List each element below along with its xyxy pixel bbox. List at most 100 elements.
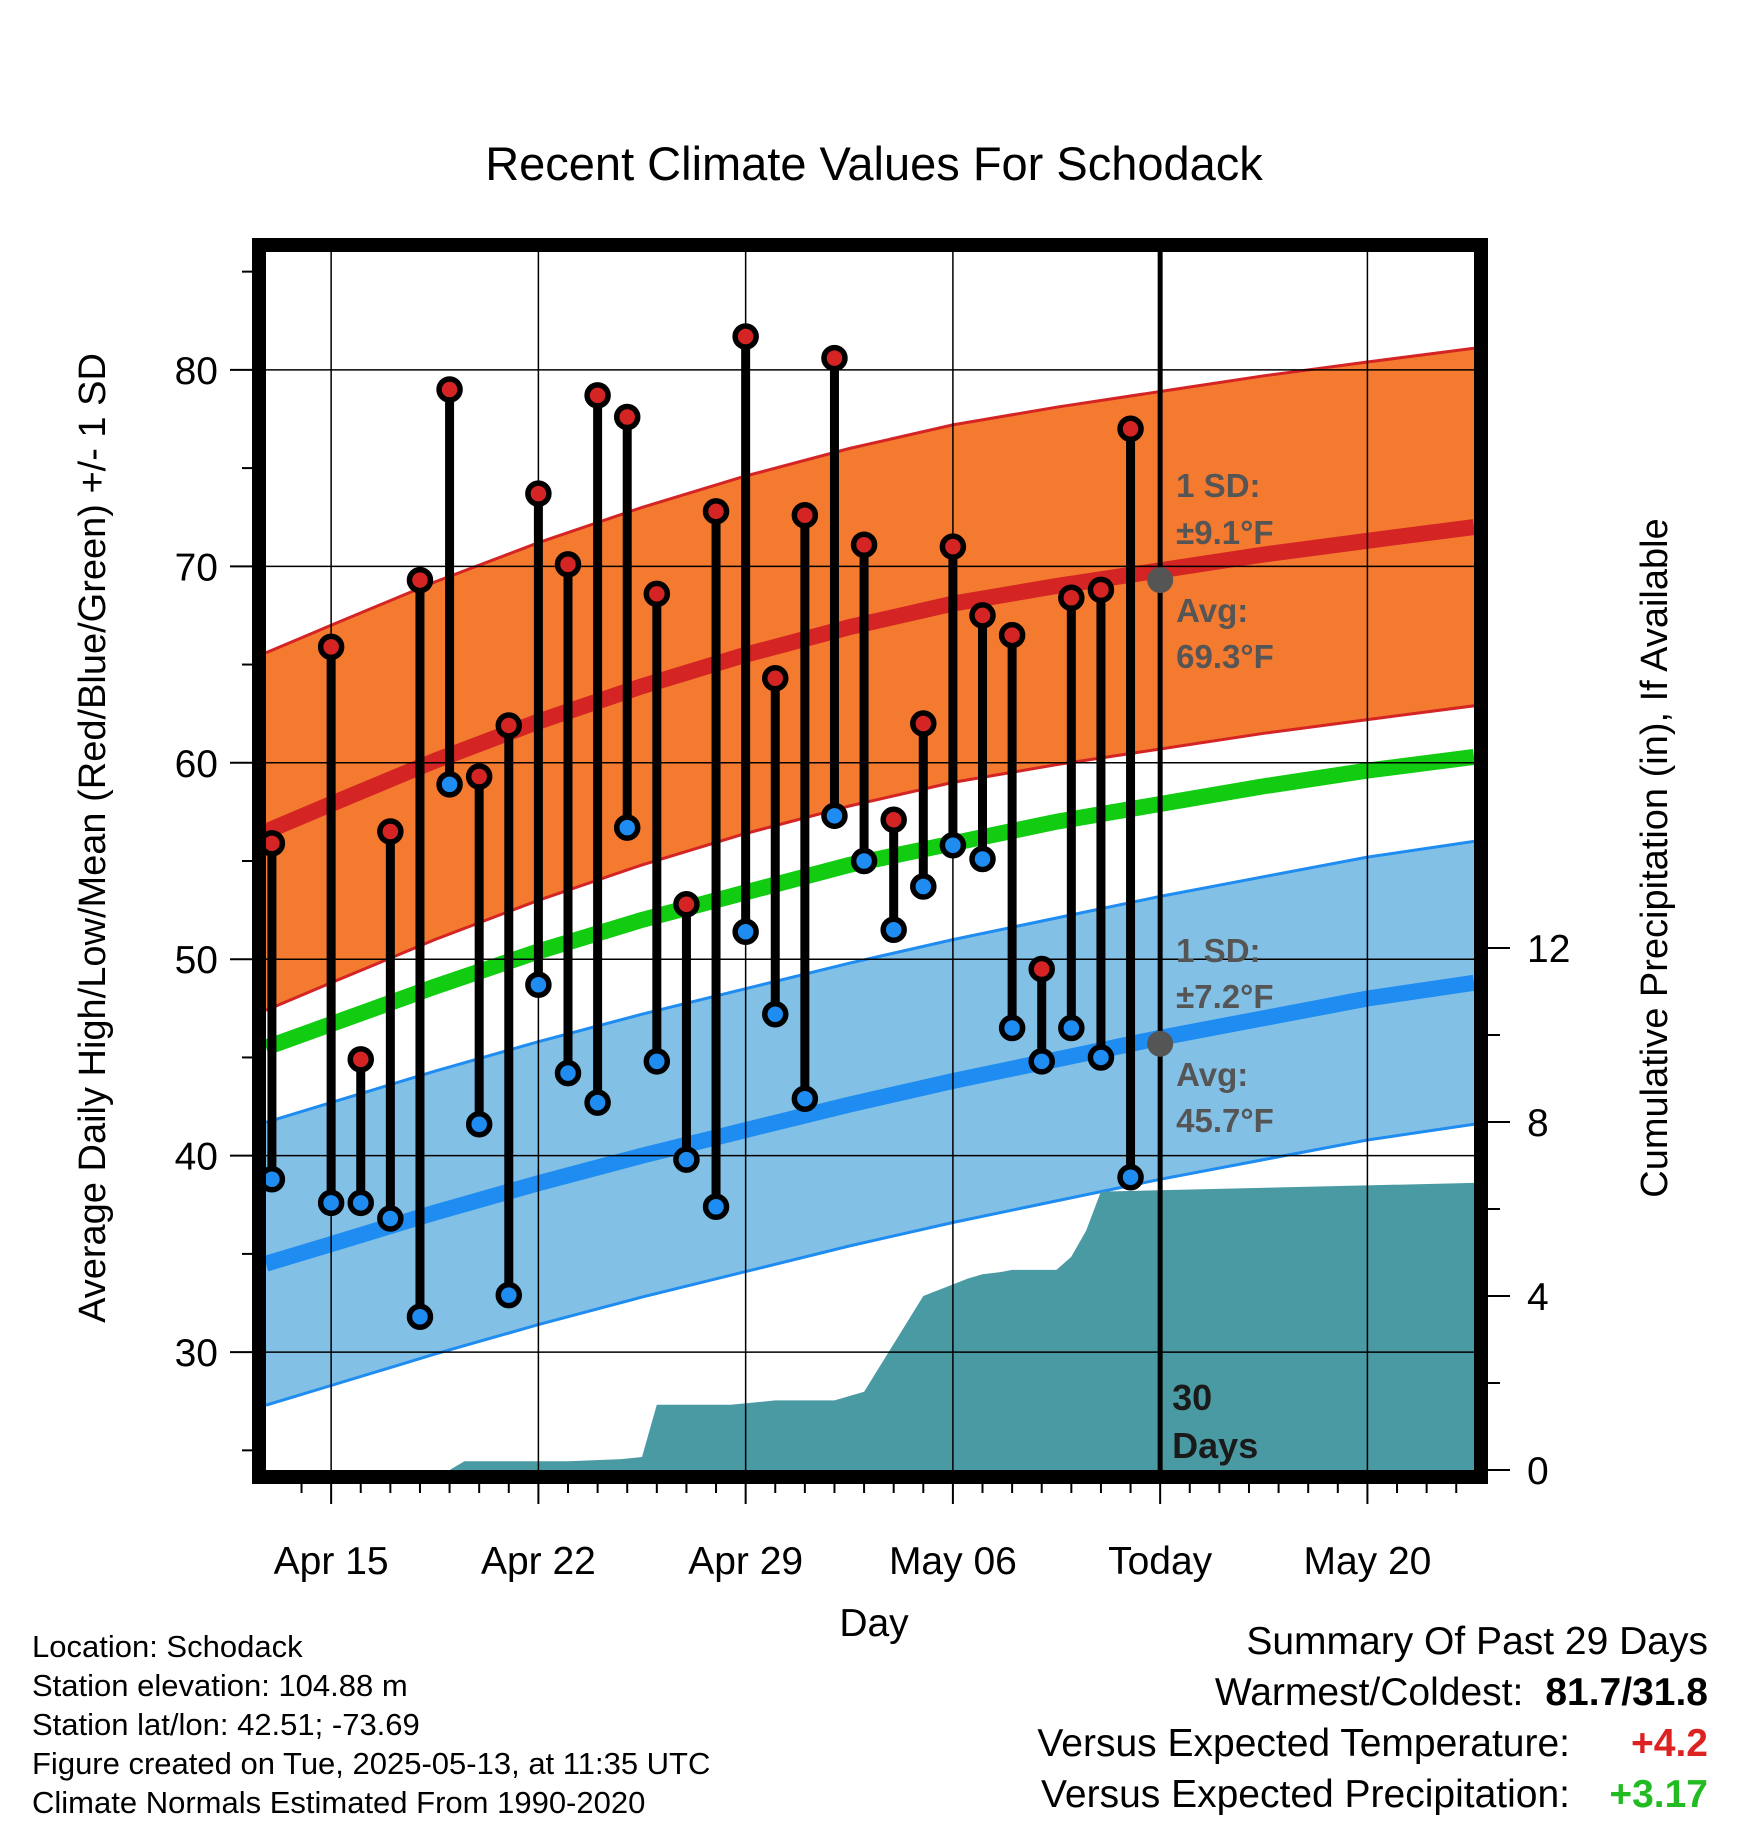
daily-high-point — [821, 344, 848, 372]
daily-high-point — [880, 806, 907, 833]
y-tick-label-left: 70 — [175, 546, 218, 589]
daily-low-point — [495, 1281, 523, 1309]
y-axis-label-left: Average Daily High/Low/Mean (Red/Blue/Gr… — [72, 353, 114, 1323]
temp-diff-label: Versus Expected Temperature: — [1037, 1722, 1570, 1765]
high-avg-label: Avg: — [1176, 592, 1248, 629]
info-latlon: Station lat/lon: 42.51; -73.69 — [32, 1707, 420, 1742]
chart-title: Recent Climate Values For Schodack — [485, 137, 1263, 190]
daily-high-point — [317, 633, 345, 661]
precip-diff-value: +3.17 — [1609, 1773, 1708, 1816]
high-band-lower-edge — [266, 704, 1474, 1012]
daily-high-point — [969, 602, 996, 629]
y-tick-label-left: 60 — [175, 743, 218, 786]
daily-low-point — [880, 916, 907, 944]
daily-low-point — [1058, 1014, 1085, 1042]
x-tick-label: May 06 — [889, 1540, 1017, 1583]
daily-low-point — [525, 971, 552, 999]
summary-panel: Summary Of Past 29 Days Warmest/Coldest:… — [1037, 1616, 1708, 1820]
high-sd-value: ±9.1°F — [1176, 514, 1273, 551]
low-band-lower-edge — [266, 1122, 1474, 1407]
daily-low-point — [762, 1000, 789, 1028]
daily-high-point — [762, 665, 789, 692]
daily-low-point — [850, 847, 878, 875]
high-band-upper-edge — [266, 346, 1474, 655]
daily-low-point — [969, 845, 996, 873]
temp-diff-value: +4.2 — [1631, 1722, 1708, 1765]
x-tick-label: May 20 — [1303, 1540, 1431, 1583]
daily-high-point — [525, 480, 552, 507]
cumulative-precipitation-area — [266, 1182, 1474, 1470]
warm-cold-value: 81.7/31.8 — [1545, 1671, 1708, 1714]
y-axis-label-right: Cumulative Precipitation (in), If Availa… — [1634, 518, 1676, 1197]
info-location: Location: Schodack — [32, 1629, 303, 1664]
daily-low-point — [377, 1205, 404, 1232]
daily-high-point — [465, 763, 493, 790]
mean-normal-line — [266, 748, 1474, 1056]
daily-low-point — [406, 1303, 434, 1331]
summary-precipitation: Versus Expected Precipitation: +3.17 — [1037, 1769, 1708, 1820]
precip-diff-label: Versus Expected Precipitation: — [1041, 1773, 1570, 1816]
daily-low-point — [732, 918, 759, 945]
y-tick-label-left: 30 — [175, 1332, 218, 1375]
daily-high-point — [732, 323, 759, 350]
plot-frame — [252, 238, 1488, 1484]
low-sd-value: ±7.2°F — [1176, 978, 1273, 1015]
daily-high-point — [554, 551, 582, 578]
low-band-upper-edge — [266, 839, 1474, 1124]
daily-low-point — [791, 1085, 819, 1112]
warm-cold-label: Warmest/Coldest: — [1214, 1671, 1524, 1714]
daily-high-point — [495, 712, 523, 739]
high-avg-value: 69.3°F — [1176, 638, 1274, 675]
daily-low-point — [584, 1089, 611, 1116]
daily-high-point — [998, 621, 1026, 649]
daily-low-point — [998, 1014, 1026, 1042]
daily-high-point — [406, 566, 434, 594]
x-tick-label: Apr 15 — [274, 1540, 389, 1583]
today-low-avg-marker — [1147, 1030, 1174, 1057]
y-tick-label-right: 12 — [1527, 928, 1570, 971]
low-sd-band — [266, 841, 1474, 1406]
daily-low-point — [347, 1189, 374, 1217]
daily-low-point — [613, 814, 641, 841]
summary-warm-cold: Warmest/Coldest: 81.7/31.8 — [1037, 1667, 1708, 1718]
y-tick-label-right: 0 — [1527, 1450, 1549, 1493]
daily-low-point — [1117, 1164, 1144, 1191]
info-elevation: Station elevation: 104.88 m — [32, 1668, 408, 1703]
daily-high-point — [702, 498, 730, 525]
daily-high-point — [584, 382, 611, 409]
low-sd-label: 1 SD: — [1176, 932, 1260, 969]
x-axis-label: Day — [839, 1602, 909, 1645]
daily-low-point — [643, 1048, 671, 1075]
daily-low-point — [1028, 1048, 1055, 1075]
daily-high-point — [377, 818, 404, 845]
daily-low-point — [436, 771, 463, 798]
daily-low-point — [910, 873, 937, 900]
days-label: Days — [1172, 1425, 1258, 1466]
station-info: Location: Schodack Station elevation: 10… — [32, 1627, 710, 1822]
daily-high-point — [347, 1046, 374, 1073]
low-normal-line — [266, 974, 1474, 1272]
daily-high-point — [1028, 955, 1055, 983]
daily-high-point — [939, 533, 967, 560]
daily-high-point — [1117, 415, 1144, 443]
daily-low-point — [554, 1059, 582, 1087]
y-tick-label-left: 40 — [175, 1136, 218, 1179]
daily-high-point — [436, 376, 463, 403]
daily-low-point — [939, 832, 967, 859]
x-tick-label: Apr 29 — [688, 1540, 803, 1583]
high-normal-line — [266, 519, 1474, 839]
info-normals: Climate Normals Estimated From 1990-2020 — [32, 1785, 646, 1820]
daily-low-point — [673, 1146, 700, 1173]
daily-low-point — [702, 1193, 730, 1221]
daily-low-point — [317, 1189, 345, 1217]
daily-high-point — [1058, 584, 1085, 612]
y-tick-label-right: 8 — [1527, 1102, 1549, 1145]
daily-high-point — [910, 710, 937, 737]
today-high-avg-marker — [1147, 567, 1174, 594]
high-sd-label: 1 SD: — [1176, 467, 1260, 504]
y-tick-label-right: 4 — [1527, 1276, 1549, 1319]
y-tick-label-left: 80 — [175, 350, 218, 393]
daily-high-point — [791, 501, 819, 529]
x-tick-label: Today — [1108, 1540, 1213, 1583]
